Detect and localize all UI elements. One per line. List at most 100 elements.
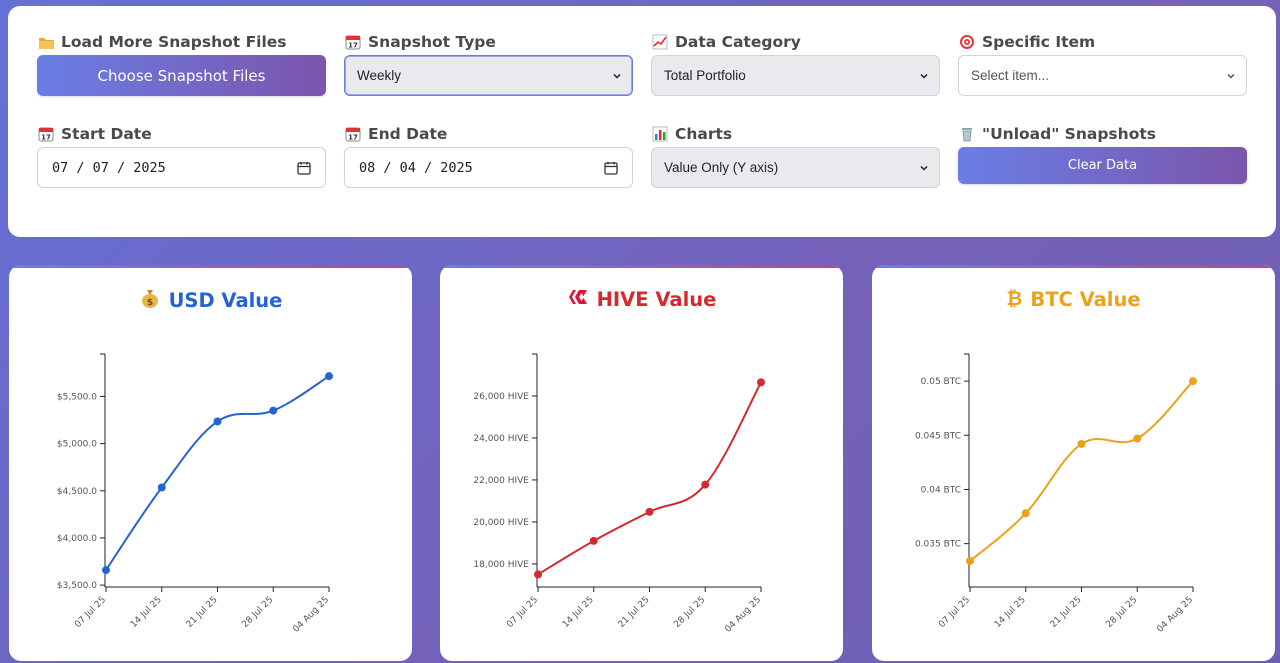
data-point bbox=[157, 483, 166, 492]
x-tick-label: 14 Jul 25 bbox=[993, 595, 1028, 630]
x-tick-label: 14 Jul 25 bbox=[561, 595, 596, 630]
svg-text:17: 17 bbox=[348, 134, 358, 142]
series-line bbox=[105, 375, 330, 571]
data-point bbox=[325, 372, 333, 381]
y-tick-label: 20,000 HIVE bbox=[473, 518, 529, 528]
snapshot-type-label: Snapshot Type bbox=[368, 33, 496, 51]
start-date-control: 17 Start Date 07 / 07 / 2025 bbox=[37, 124, 326, 188]
data-point bbox=[1133, 434, 1142, 443]
bitcoin-icon: ₿ bbox=[1006, 287, 1023, 310]
data-point bbox=[589, 536, 598, 545]
snapshot-type-value: Weekly bbox=[357, 68, 402, 83]
svg-text:17: 17 bbox=[348, 42, 358, 50]
chart-axes: 18,000 HIVE 20,000 HIVE 22,000 HIVE 24,000 … bbox=[473, 353, 763, 635]
usd-line-chart: $3,500.0 $4,000.0 $4,500.0 $5,000.0 $5,500.0… bbox=[57, 353, 333, 635]
data-point bbox=[966, 556, 974, 565]
data-point bbox=[1189, 377, 1197, 386]
x-tick-label: 04 Aug 25 bbox=[291, 595, 331, 635]
unload-control: "Unload" Snapshots Clear Data bbox=[958, 124, 1247, 184]
usd-chart-title: USD Value bbox=[168, 289, 283, 312]
btc-chart-title: BTC Value bbox=[1030, 287, 1141, 311]
end-date-value: 08 / 04 / 2025 bbox=[359, 159, 473, 176]
data-point bbox=[1077, 439, 1086, 448]
start-date-input[interactable]: 07 / 07 / 2025 bbox=[37, 147, 326, 188]
target-icon bbox=[958, 33, 976, 51]
unload-label: "Unload" Snapshots bbox=[982, 125, 1156, 143]
svg-text:$: $ bbox=[146, 298, 152, 308]
chevron-down-icon bbox=[1227, 73, 1235, 79]
clear-data-button[interactable]: Clear Data bbox=[958, 147, 1247, 184]
bar-chart-icon bbox=[651, 125, 669, 143]
charts-value: Value Only (Y axis) bbox=[664, 160, 779, 175]
x-tick-label: 04 Aug 25 bbox=[723, 595, 763, 635]
series-line bbox=[537, 381, 762, 576]
specific-item-control: Specific Item Select item... bbox=[958, 32, 1247, 96]
y-tick-label: $4,000.0 bbox=[57, 534, 97, 544]
charts-select[interactable]: Value Only (Y axis) bbox=[651, 147, 940, 188]
specific-item-select[interactable]: Select item... bbox=[958, 55, 1247, 96]
y-tick-label: 24,000 HIVE bbox=[473, 434, 529, 444]
chart-increasing-icon bbox=[651, 33, 669, 51]
end-date-input[interactable]: 08 / 04 / 2025 bbox=[344, 147, 633, 188]
y-tick-label: 26,000 HIVE bbox=[473, 392, 529, 402]
controls-panel: Load More Snapshot Files Choose Snapshot… bbox=[8, 6, 1276, 237]
y-tick-label: 0.035 BTC bbox=[915, 540, 961, 550]
x-tick-label: 21 Jul 25 bbox=[185, 595, 220, 630]
x-tick-label: 07 Jul 25 bbox=[505, 595, 540, 630]
x-tick-label: 21 Jul 25 bbox=[1049, 595, 1084, 630]
snapshot-type-control: 17 Snapshot Type Weekly bbox=[344, 32, 633, 96]
y-tick-label: $5,000.0 bbox=[57, 440, 97, 450]
x-tick-label: 28 Jul 25 bbox=[1104, 595, 1139, 630]
y-tick-label: 0.045 BTC bbox=[915, 431, 961, 441]
calendar-icon: 17 bbox=[344, 33, 362, 51]
chart-axes: $3,500.0 $4,000.0 $4,500.0 $5,000.0 $5,500.0… bbox=[57, 353, 331, 635]
specific-item-placeholder: Select item... bbox=[971, 68, 1050, 83]
data-category-label: Data Category bbox=[675, 33, 801, 51]
charts-label: Charts bbox=[675, 125, 733, 143]
data-category-select[interactable]: Total Portfolio bbox=[651, 55, 940, 96]
y-tick-label: 22,000 HIVE bbox=[473, 476, 529, 486]
calendar-picker-icon[interactable] bbox=[604, 161, 618, 175]
data-point bbox=[213, 417, 222, 426]
y-tick-label: 18,000 HIVE bbox=[473, 560, 529, 570]
data-point bbox=[102, 566, 110, 575]
load-files-control: Load More Snapshot Files Choose Snapshot… bbox=[37, 32, 326, 96]
chevron-down-icon bbox=[613, 73, 621, 79]
data-category-value: Total Portfolio bbox=[664, 68, 746, 83]
y-tick-label: $3,500.0 bbox=[57, 581, 97, 591]
end-date-label: End Date bbox=[368, 125, 448, 143]
y-tick-label: 0.04 BTC bbox=[921, 485, 961, 495]
wastebasket-icon bbox=[958, 125, 976, 143]
data-point bbox=[645, 507, 654, 516]
chart-axes: 0.035 BTC 0.04 BTC 0.045 BTC 0.05 BTC 07 Jul… bbox=[915, 353, 1195, 635]
calendar-icon: 17 bbox=[344, 125, 362, 143]
data-point bbox=[757, 378, 765, 387]
y-tick-label: 0.05 BTC bbox=[921, 377, 961, 387]
money-bag-icon: $ bbox=[139, 287, 161, 314]
x-tick-label: 07 Jul 25 bbox=[73, 595, 108, 630]
x-tick-label: 04 Aug 25 bbox=[1155, 595, 1195, 635]
hive-chart-title: HIVE Value bbox=[596, 288, 717, 311]
load-files-label: Load More Snapshot Files bbox=[61, 33, 287, 51]
chevron-down-icon bbox=[920, 165, 928, 171]
hive-logo-icon bbox=[567, 287, 589, 312]
data-point bbox=[1021, 509, 1030, 518]
series-line bbox=[969, 380, 1194, 562]
choose-snapshot-files-button[interactable]: Choose Snapshot Files bbox=[37, 55, 326, 96]
folder-icon bbox=[37, 33, 55, 51]
data-point bbox=[269, 406, 278, 415]
x-tick-label: 28 Jul 25 bbox=[240, 595, 275, 630]
y-tick-label: $4,500.0 bbox=[57, 487, 97, 497]
end-date-control: 17 End Date 08 / 04 / 2025 bbox=[344, 124, 633, 188]
hive-line-chart: 18,000 HIVE 20,000 HIVE 22,000 HIVE 24,000 … bbox=[473, 353, 765, 635]
svg-text:17: 17 bbox=[41, 134, 51, 142]
x-tick-label: 07 Jul 25 bbox=[937, 595, 972, 630]
start-date-label: Start Date bbox=[61, 125, 152, 143]
calendar-icon: 17 bbox=[37, 125, 55, 143]
snapshot-type-select[interactable]: Weekly bbox=[344, 55, 633, 96]
data-category-control: Data Category Total Portfolio bbox=[651, 32, 940, 96]
btc-line-chart: 0.035 BTC 0.04 BTC 0.045 BTC 0.05 BTC 07 Jul… bbox=[915, 353, 1197, 635]
usd-value-card: $ USD Value $3,500.0 $4,000.0 $4,500.0 $5,0… bbox=[9, 265, 412, 661]
calendar-picker-icon[interactable] bbox=[297, 161, 311, 175]
start-date-value: 07 / 07 / 2025 bbox=[52, 159, 166, 176]
